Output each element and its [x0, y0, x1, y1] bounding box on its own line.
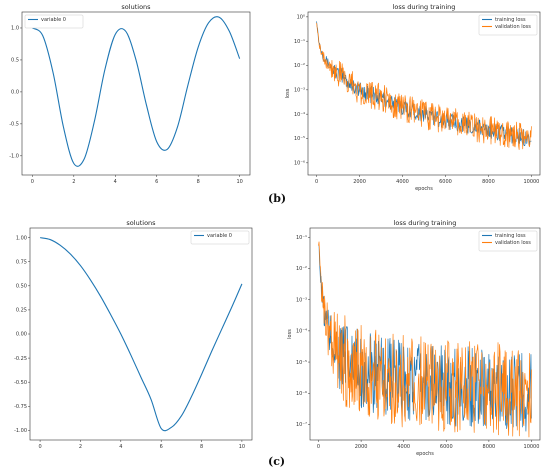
x-axis-label: epochs [415, 186, 433, 192]
y-tick-label: 10⁻¹ [296, 235, 307, 241]
x-tick-label: 0 [315, 179, 318, 185]
series-line-variable-0 [32, 16, 241, 167]
y-tick-label: 10⁻³ [294, 88, 305, 94]
legend-entry: training loss [495, 233, 526, 239]
chart-c_solutions: solutions 0 2 4 6 8 10 -1.00 -0.75 -0.50 -0.25 0.00… [14, 219, 253, 450]
y-tick-label: 10⁻⁵ [296, 360, 307, 366]
legend-entry: validation loss [495, 24, 531, 30]
plot-frame [307, 11, 541, 176]
y-tick-label: 0.00 [16, 332, 27, 338]
x-tick-label: 4000 [397, 444, 410, 450]
legend-entry: validation loss [495, 240, 531, 246]
legend-box [478, 230, 538, 252]
legend-entry: variable 0 [41, 17, 66, 23]
y-tick-label: 10⁻² [296, 266, 307, 272]
y-tick-label: 0.50 [16, 284, 27, 290]
y-tick-label: 1.0 [11, 26, 19, 32]
x-tick-label: 4 [119, 444, 122, 450]
y-tick-label: 10⁻⁴ [294, 112, 305, 118]
series-line-validation-loss [318, 241, 532, 438]
y-tick-label: 10⁻⁵ [294, 136, 305, 142]
x-tick-label: 10000 [524, 444, 540, 450]
y-tick-label: -0.25 [14, 356, 27, 362]
x-tick-label: 4 [114, 179, 117, 185]
panel-label-c: (c) [268, 455, 286, 468]
legend-entry: training loss [495, 17, 526, 23]
x-axis-label: epochs [416, 451, 434, 457]
legend-box [24, 14, 84, 29]
y-tick-label: 0.0 [11, 90, 19, 96]
x-tick-label: 6000 [439, 179, 452, 185]
legend: variable 0 [24, 14, 84, 29]
y-tick-label: 10⁻² [294, 63, 305, 69]
y-tick-label: 10⁻³ [296, 297, 307, 303]
series-line-validation-loss [316, 22, 532, 150]
y-tick-label: 10⁻⁶ [294, 161, 305, 167]
y-tick-label: 10⁰ [297, 15, 305, 21]
x-tick-label: 0 [31, 179, 34, 185]
y-tick-label: 0.75 [16, 259, 27, 265]
x-tick-label: 0 [38, 444, 41, 450]
plot-frame [309, 227, 541, 441]
y-tick-label: 10⁻⁷ [296, 422, 307, 428]
chart-c_loss: loss during training 0 2000 4000 6000 8000 100… [287, 219, 541, 457]
series-line-variable-0 [39, 237, 243, 432]
legend: variable 0 [190, 230, 250, 245]
chart-title: loss during training [394, 219, 457, 227]
x-tick-label: 6000 [440, 444, 453, 450]
x-tick-label: 6 [155, 179, 158, 185]
chart-b_solutions: solutions 0 2 4 6 8 10 -1.0 -0.5 0.0 0.5 1.0 variabl… [9, 3, 251, 185]
panel-label-b: (b) [268, 192, 287, 205]
x-tick-label: 2000 [353, 179, 366, 185]
legend-box [190, 230, 250, 245]
chart-b_loss: loss during training 0 2000 4000 6000 8000 100… [285, 3, 541, 192]
y-tick-label: 10⁻⁶ [296, 391, 307, 397]
plot-frame [21, 11, 251, 176]
chart-title: loss during training [393, 3, 456, 11]
x-tick-label: 2 [79, 444, 82, 450]
y-tick-label: 10⁻⁴ [296, 329, 307, 335]
x-tick-label: 0 [317, 444, 320, 450]
legend-entry: variable 0 [207, 233, 232, 239]
x-tick-label: 10000 [523, 179, 539, 185]
x-tick-label: 10 [236, 179, 242, 185]
chart-title: solutions [121, 3, 151, 11]
x-tick-label: 4000 [396, 179, 409, 185]
y-tick-label: 10⁻¹ [294, 39, 305, 45]
x-tick-label: 2 [72, 179, 75, 185]
y-tick-label: -0.75 [14, 404, 27, 410]
y-axis-label: loss [287, 329, 293, 339]
x-tick-label: 6 [160, 444, 163, 450]
x-tick-label: 8 [197, 179, 200, 185]
x-tick-label: 10 [239, 444, 245, 450]
x-tick-label: 2000 [355, 444, 368, 450]
y-tick-label: -1.0 [9, 154, 19, 160]
x-tick-label: 8 [200, 444, 203, 450]
y-tick-label: 0.5 [11, 58, 19, 64]
y-tick-label: -1.00 [14, 428, 27, 434]
chart-title: solutions [126, 219, 156, 227]
y-tick-label: -0.5 [9, 122, 19, 128]
x-tick-label: 8000 [483, 444, 496, 450]
y-tick-label: 1.00 [16, 235, 27, 241]
y-tick-label: -0.50 [14, 380, 27, 386]
y-tick-label: 0.25 [16, 308, 27, 314]
plot-frame [29, 227, 253, 441]
x-tick-label: 8000 [482, 179, 495, 185]
legend-box [478, 14, 538, 36]
y-axis-label: loss [285, 88, 291, 98]
